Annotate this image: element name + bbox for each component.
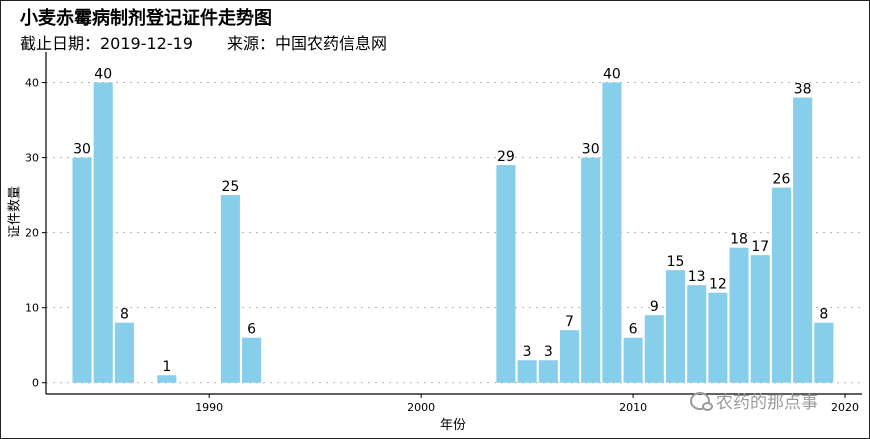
bar-2019	[814, 322, 834, 383]
bar-2018	[793, 97, 813, 383]
data-label-2009: 40	[603, 67, 621, 83]
axes: 0 10 20 30 40 1990 2000 2010 2020	[25, 52, 862, 414]
bar-2013	[687, 285, 707, 383]
bar-2007	[559, 330, 580, 383]
data-label-2007: 7	[565, 314, 574, 330]
bar-1992	[242, 337, 262, 383]
data-label-2004: 29	[497, 149, 515, 165]
bar-1985	[93, 82, 113, 383]
data-label-2019: 8	[819, 307, 828, 323]
chart-subtitle: 截止日期：2019-12-19 来源：中国农药信息网	[20, 30, 387, 54]
bar-2012	[665, 270, 686, 383]
y-tick-label-20: 20	[25, 227, 39, 240]
data-label-2011: 9	[650, 299, 659, 315]
data-label-1992: 6	[247, 322, 256, 338]
data-label-1991: 25	[221, 179, 239, 195]
data-label-1986: 8	[120, 307, 129, 323]
data-label-2017: 26	[773, 172, 791, 188]
data-label-2015: 18	[730, 232, 748, 248]
bar-2006	[538, 360, 558, 383]
data-label-2018: 38	[794, 82, 812, 98]
data-label-2005: 3	[523, 344, 532, 360]
x-tick-label-1990: 1990	[195, 401, 223, 414]
x-tick-label-2000: 2000	[407, 401, 435, 414]
data-label-2014: 12	[709, 277, 727, 293]
bar-2011	[644, 315, 664, 383]
watermark-text: 农药的那点事	[716, 393, 818, 413]
data-label-2010: 6	[629, 322, 638, 338]
y-axis-label: 证件数量	[7, 185, 23, 238]
bar-1988	[157, 375, 177, 383]
data-label-2016: 17	[751, 239, 769, 255]
data-label-1988: 1	[162, 359, 171, 375]
bar-2008	[581, 157, 601, 383]
y-tick-label-10: 10	[25, 302, 39, 315]
bar-2009	[602, 82, 622, 383]
bar-2010	[623, 337, 643, 383]
data-label-1984: 30	[73, 142, 91, 158]
bar-2017	[771, 187, 791, 383]
bar-1991	[220, 195, 240, 383]
wechat-icon	[690, 391, 713, 411]
bar-2016	[750, 255, 770, 383]
data-label-2008: 30	[582, 142, 600, 158]
cutoff-date-label: 截止日期：2019-12-19	[20, 34, 193, 53]
data-label-2013: 13	[688, 269, 706, 285]
watermark: 农药的那点事	[690, 388, 818, 413]
x-tick-label-2010: 2010	[619, 401, 647, 414]
y-tick-label-0: 0	[32, 377, 39, 390]
x-axis-label: 年份	[440, 418, 467, 433]
bar-1984	[72, 157, 92, 383]
data-label-2012: 15	[667, 254, 685, 270]
y-tick-label-30: 30	[25, 152, 39, 165]
data-label-2006: 3	[544, 344, 553, 360]
data-label-1985: 40	[94, 67, 112, 83]
x-tick-label-2020: 2020	[831, 401, 859, 414]
source-label: 来源：中国农药信息网	[227, 34, 388, 53]
y-tick-label-40: 40	[25, 77, 39, 90]
bar-1986	[114, 322, 134, 383]
bar-2014	[708, 292, 728, 383]
bar-2004	[496, 165, 516, 383]
bar-2015	[729, 247, 749, 383]
bars	[72, 82, 834, 383]
bar-2005	[517, 360, 537, 383]
chart-title: 小麦赤霉病制剂登记证件走势图	[20, 8, 272, 29]
